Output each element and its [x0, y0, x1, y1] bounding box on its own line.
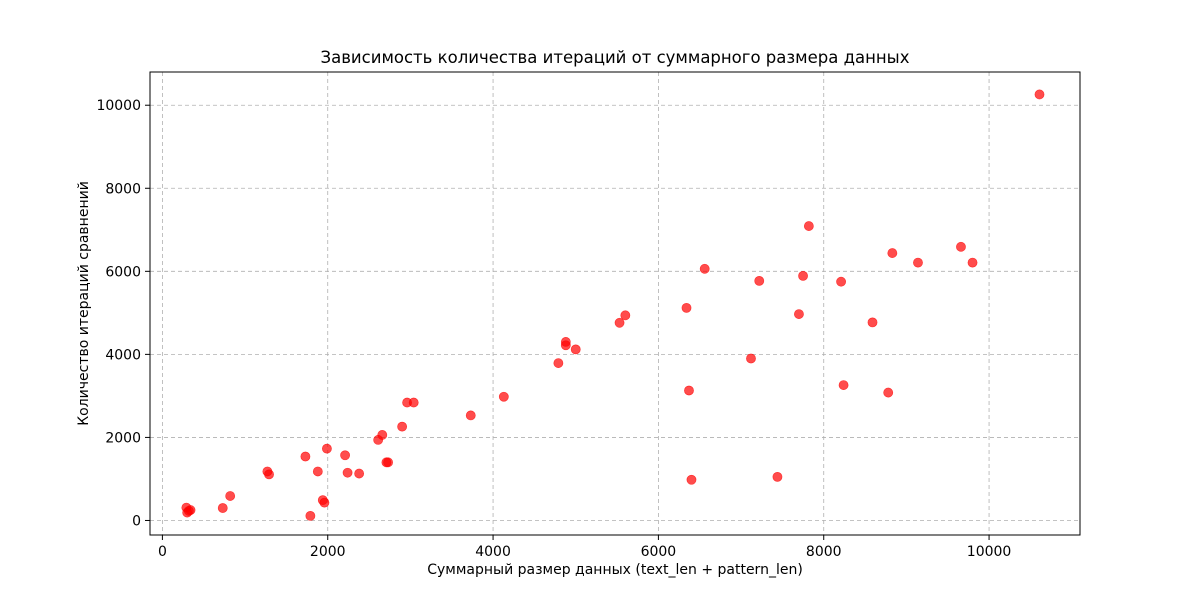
- data-point: [754, 275, 765, 286]
- ticks: 0 2000 4000 6000 8000 10000 0 2000 4000 6000 8000 1…: [96, 98, 1011, 560]
- x-tick-label: 8000: [806, 544, 842, 560]
- data-point: [354, 468, 365, 479]
- data-point: [967, 257, 978, 268]
- data-point: [913, 257, 923, 268]
- x-tick-label: 2000: [310, 544, 346, 560]
- y-tick-label: 0: [132, 513, 141, 529]
- data-point: [300, 451, 311, 462]
- x-axis-label: Суммарный размер данных (text_len + patt…: [427, 562, 803, 578]
- data-point: [553, 358, 564, 368]
- data-point: [746, 353, 756, 364]
- data-point: [312, 466, 323, 477]
- y-tick-label: 6000: [105, 264, 141, 280]
- data-point: [383, 457, 393, 468]
- data-point: [803, 221, 814, 231]
- x-tick-label: 10000: [967, 544, 1012, 560]
- axes-frame: [149, 71, 1081, 536]
- data-point: [377, 430, 388, 440]
- data-point: [681, 302, 692, 313]
- y-tick-label: 8000: [105, 181, 141, 197]
- data-point: [794, 309, 804, 319]
- data-point: [498, 391, 509, 402]
- grid: [150, 72, 1080, 535]
- data-point: [322, 443, 332, 454]
- data-point: [620, 310, 631, 321]
- data-point: [185, 505, 196, 515]
- data-point: [397, 421, 408, 432]
- data-point: [798, 270, 808, 281]
- data-points: [181, 89, 1045, 521]
- data-point: [887, 248, 898, 258]
- y-tick-label: 2000: [105, 430, 141, 446]
- data-point: [838, 380, 849, 390]
- y-tick-label: 10000: [96, 98, 141, 114]
- x-tick-label: 6000: [641, 544, 677, 560]
- y-tick-label: 4000: [105, 347, 141, 363]
- data-point: [614, 317, 625, 328]
- data-point: [686, 474, 697, 485]
- data-point: [684, 385, 694, 396]
- data-point: [340, 450, 350, 461]
- data-point: [225, 491, 236, 501]
- data-point: [772, 471, 783, 482]
- data-point: [217, 503, 228, 513]
- data-point: [305, 510, 316, 521]
- data-point: [836, 276, 846, 287]
- data-point: [408, 397, 419, 408]
- data-point: [319, 497, 330, 508]
- data-point: [465, 410, 476, 421]
- data-point: [1034, 89, 1045, 100]
- data-point: [570, 344, 581, 355]
- data-point: [560, 340, 571, 351]
- data-point: [699, 263, 710, 274]
- x-tick-label: 4000: [475, 544, 511, 560]
- data-point: [956, 241, 966, 252]
- data-point: [264, 469, 274, 480]
- y-axis-label: Количество итераций сравнений: [76, 181, 92, 426]
- chart-title: Зависимость количества итераций от сумма…: [321, 48, 910, 67]
- data-point: [342, 467, 353, 478]
- x-tick-label: 0: [158, 544, 167, 560]
- data-point: [867, 317, 878, 328]
- data-point: [883, 387, 894, 398]
